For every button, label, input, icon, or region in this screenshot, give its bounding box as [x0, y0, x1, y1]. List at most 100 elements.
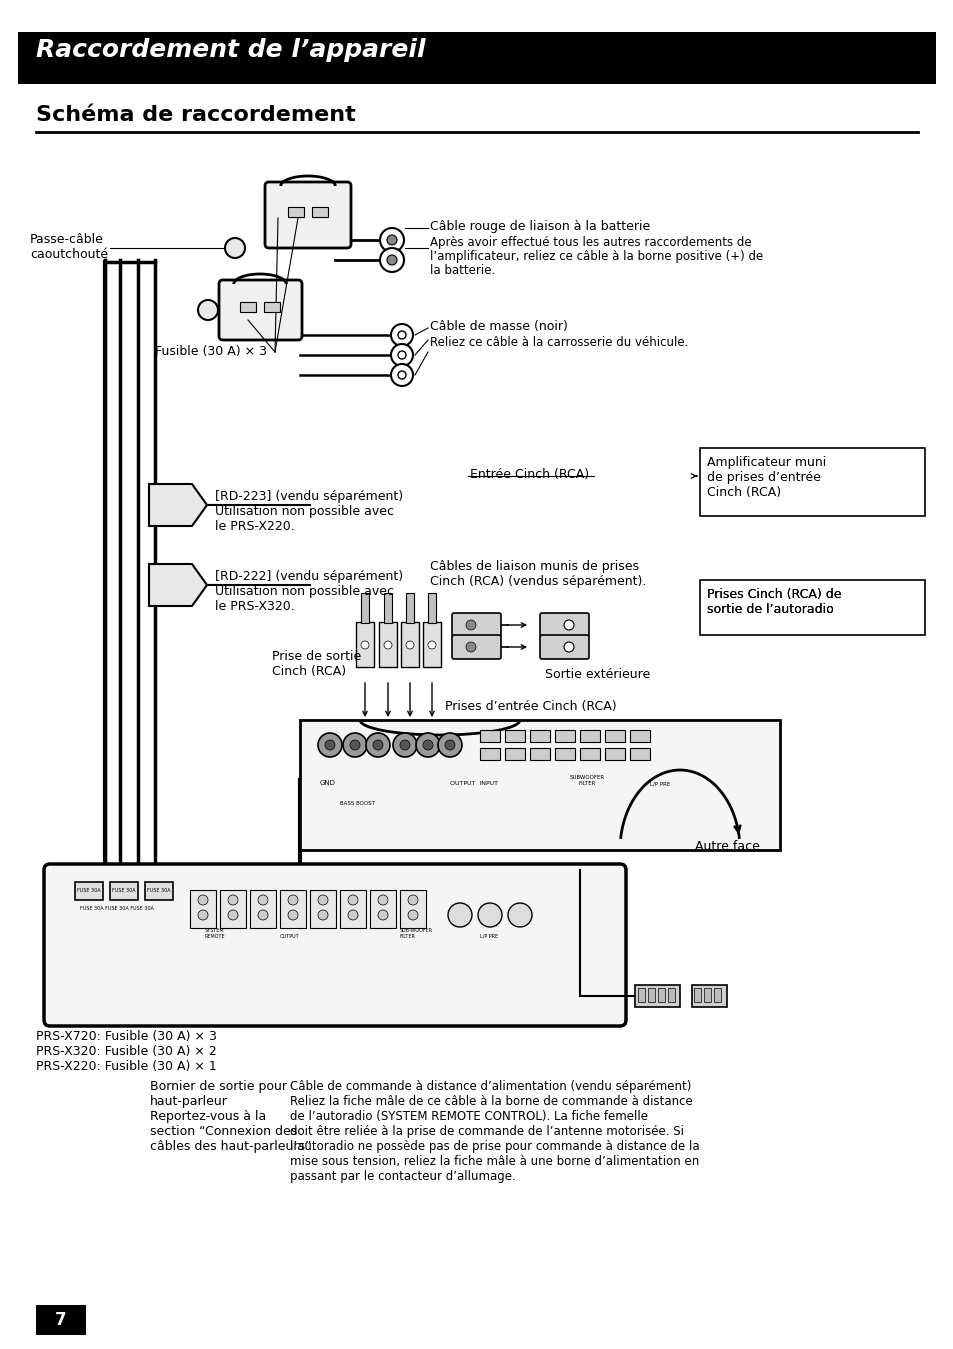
Circle shape: [428, 641, 436, 649]
Bar: [700, 580, 924, 635]
Circle shape: [257, 911, 268, 920]
Bar: [658, 987, 664, 1002]
Bar: [75, 882, 103, 900]
Circle shape: [387, 255, 396, 264]
Circle shape: [198, 911, 208, 920]
Circle shape: [384, 641, 392, 649]
Bar: [110, 882, 138, 900]
Bar: [667, 987, 675, 1002]
Text: SUB-WOOFER
FILTER: SUB-WOOFER FILTER: [399, 928, 433, 939]
Bar: [280, 890, 306, 928]
Circle shape: [198, 299, 218, 320]
Bar: [629, 747, 649, 759]
Circle shape: [343, 733, 367, 757]
Circle shape: [377, 911, 388, 920]
Circle shape: [387, 235, 396, 246]
Circle shape: [257, 894, 268, 905]
Bar: [693, 987, 700, 1002]
Bar: [713, 987, 720, 1002]
Bar: [190, 890, 215, 928]
Text: FUSE 30A: FUSE 30A: [147, 889, 171, 893]
Text: [RD-223] (vendu séparément)
Utilisation non possible avec
le PRS-X220.: [RD-223] (vendu séparément) Utilisation …: [214, 490, 403, 533]
Text: Reliez ce câble à la carrosserie du véhicule.: Reliez ce câble à la carrosserie du véhi…: [430, 336, 688, 349]
Polygon shape: [149, 484, 207, 526]
Text: Prise de sortie
Cinch (RCA): Prise de sortie Cinch (RCA): [272, 650, 361, 679]
Circle shape: [465, 642, 476, 652]
Text: Entrée Cinch (RCA): Entrée Cinch (RCA): [470, 468, 589, 482]
Circle shape: [391, 344, 413, 366]
Circle shape: [408, 911, 417, 920]
Circle shape: [507, 902, 532, 927]
Circle shape: [397, 351, 406, 359]
FancyBboxPatch shape: [44, 863, 625, 1027]
Text: SYSTEM
REMOTE: SYSTEM REMOTE: [205, 928, 226, 939]
Circle shape: [448, 902, 472, 927]
Polygon shape: [149, 564, 207, 606]
Bar: [240, 302, 255, 312]
Circle shape: [563, 642, 574, 652]
FancyBboxPatch shape: [539, 635, 588, 660]
Bar: [647, 987, 655, 1002]
Text: Câble de commande à distance d’alimentation (vendu séparément)
Reliez la fiche m: Câble de commande à distance d’alimentat…: [290, 1081, 699, 1183]
Circle shape: [350, 741, 359, 750]
Text: OUTPUT: OUTPUT: [280, 934, 299, 939]
Circle shape: [408, 894, 417, 905]
FancyBboxPatch shape: [539, 612, 588, 637]
Text: FUSE 30A FUSE 30A FUSE 30A: FUSE 30A FUSE 30A FUSE 30A: [80, 907, 153, 911]
Text: 7: 7: [55, 1311, 67, 1329]
Text: PRS-X720: Fusible (30 A) × 3
PRS-X320: Fusible (30 A) × 2
PRS-X220: Fusible (30 : PRS-X720: Fusible (30 A) × 3 PRS-X320: F…: [36, 1031, 216, 1072]
Circle shape: [348, 911, 357, 920]
Text: Amplificateur muni
de prises d’entrée
Cinch (RCA): Amplificateur muni de prises d’entrée Ci…: [706, 456, 825, 499]
Bar: [422, 622, 440, 666]
Text: BASS BOOST: BASS BOOST: [339, 801, 375, 805]
Bar: [18, 32, 935, 84]
Bar: [250, 890, 275, 928]
Bar: [428, 594, 436, 623]
Bar: [555, 747, 575, 759]
Bar: [339, 890, 366, 928]
Circle shape: [563, 621, 574, 630]
Bar: [288, 206, 304, 217]
FancyBboxPatch shape: [219, 281, 302, 340]
Bar: [355, 622, 374, 666]
Bar: [406, 594, 414, 623]
Circle shape: [228, 911, 237, 920]
Bar: [370, 890, 395, 928]
Bar: [378, 622, 396, 666]
Text: Schéma de raccordement: Schéma de raccordement: [36, 105, 355, 125]
Circle shape: [198, 894, 208, 905]
Circle shape: [360, 641, 369, 649]
Text: Prises Cinch (RCA) de
sortie de l’autoradio: Prises Cinch (RCA) de sortie de l’autora…: [706, 588, 841, 616]
Text: FUSE 30A: FUSE 30A: [112, 889, 135, 893]
Bar: [479, 747, 499, 759]
Circle shape: [379, 228, 403, 252]
Circle shape: [317, 733, 341, 757]
Circle shape: [391, 364, 413, 386]
Circle shape: [391, 324, 413, 345]
Text: Bornier de sortie pour
haut-parleur
Reportez-vous à la
section “Connexion des
câ: Bornier de sortie pour haut-parleur Repo…: [150, 1081, 315, 1153]
Text: FUSE 30A: FUSE 30A: [77, 889, 101, 893]
Bar: [360, 594, 369, 623]
Text: Autre face: Autre face: [695, 840, 760, 853]
Circle shape: [317, 911, 328, 920]
Text: Prises Cinch (RCA) de
sortie de l’autoradio: Prises Cinch (RCA) de sortie de l’autora…: [706, 588, 841, 616]
Text: SUBWOOFER
FILTER: SUBWOOFER FILTER: [569, 776, 604, 786]
Bar: [579, 747, 599, 759]
Circle shape: [288, 911, 297, 920]
Circle shape: [406, 641, 414, 649]
Text: l’amplificateur, reliez ce câble à la borne positive (+) de: l’amplificateur, reliez ce câble à la bo…: [430, 250, 762, 263]
Bar: [264, 302, 280, 312]
Circle shape: [366, 733, 390, 757]
Text: Raccordement de l’appareil: Raccordement de l’appareil: [36, 38, 425, 62]
Text: Prises d’entrée Cinch (RCA): Prises d’entrée Cinch (RCA): [444, 700, 616, 714]
Text: GND: GND: [319, 780, 335, 786]
Text: OUTPUT  INPUT: OUTPUT INPUT: [450, 781, 497, 786]
Text: Fusible (30 A) × 3: Fusible (30 A) × 3: [154, 345, 267, 357]
Bar: [638, 987, 644, 1002]
Circle shape: [477, 902, 501, 927]
Bar: [629, 730, 649, 742]
Circle shape: [393, 733, 416, 757]
Bar: [384, 594, 392, 623]
Text: Sortie extérieure: Sortie extérieure: [544, 668, 650, 681]
FancyBboxPatch shape: [265, 182, 351, 248]
